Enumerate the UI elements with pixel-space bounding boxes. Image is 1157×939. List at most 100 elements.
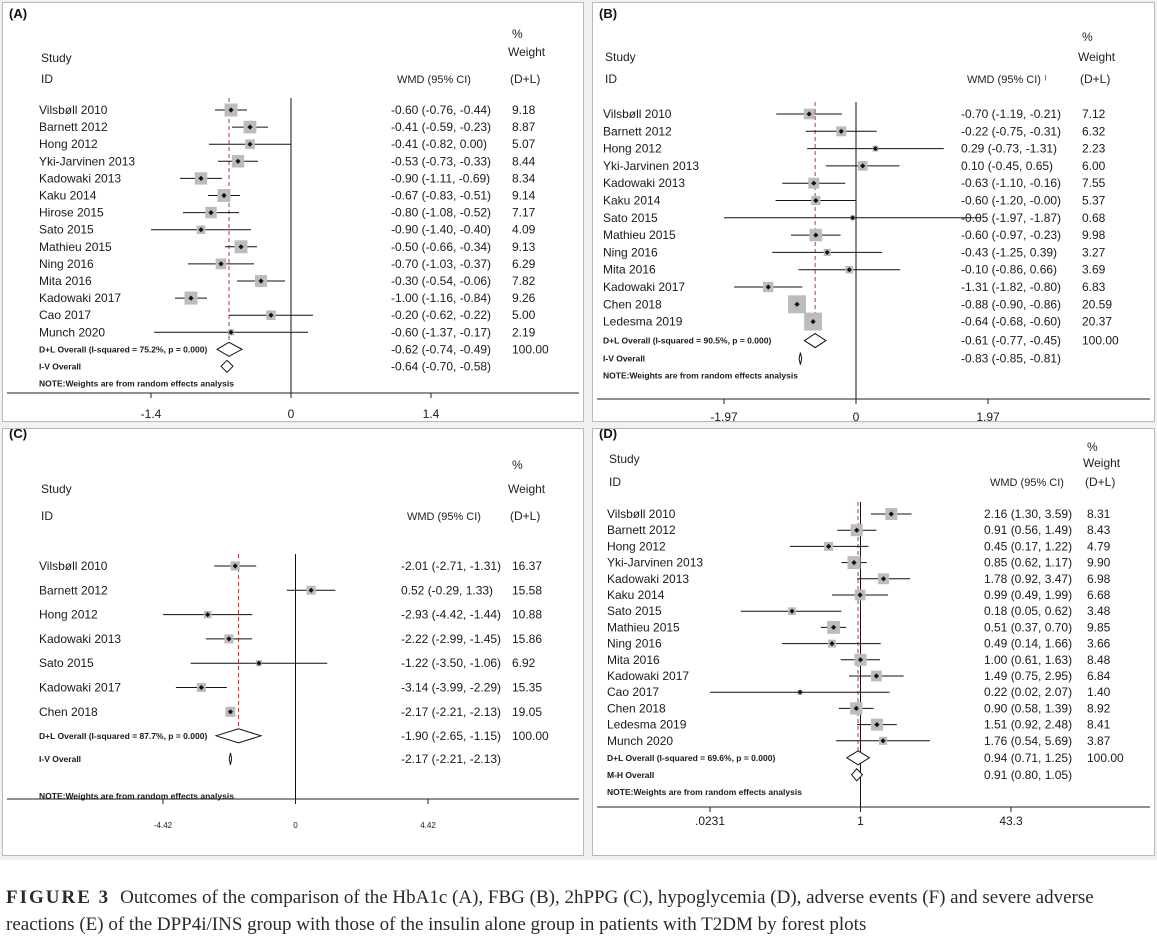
weight-value: 8.31 bbox=[1087, 507, 1111, 521]
point-estimate-marker bbox=[857, 657, 864, 663]
study-name: Kadowaki 2017 bbox=[607, 669, 689, 683]
overall-label: I-V Overall bbox=[603, 354, 645, 364]
study-name: Ning 2016 bbox=[603, 245, 658, 259]
ci-value: -1.31 (-1.82, -0.80) bbox=[961, 280, 1061, 294]
study-name: Barnett 2012 bbox=[39, 120, 108, 134]
ci-value: -0.88 (-0.90, -0.86) bbox=[961, 297, 1061, 311]
weight-value: 3.87 bbox=[1087, 734, 1111, 748]
study-name: Kadowaki 2017 bbox=[39, 681, 121, 695]
weight-value: 8.34 bbox=[512, 171, 536, 185]
point-estimate-marker bbox=[228, 329, 234, 335]
ci-value: 0.18 (0.05, 0.62) bbox=[984, 604, 1072, 618]
point-estimate-marker bbox=[268, 312, 274, 318]
point-estimate-marker bbox=[198, 227, 204, 233]
weight-value: 7.55 bbox=[1082, 176, 1106, 190]
weights-note: NOTE:Weights are from random effects ana… bbox=[39, 378, 234, 388]
ci-value: -0.30 (-0.54, -0.06) bbox=[391, 274, 491, 288]
forest-plot-panel-c: (C)% Weight Study ID WMD (95% CI) (D+L) Vilsbø… bbox=[2, 428, 584, 856]
weight-value: 9.26 bbox=[512, 291, 536, 305]
point-estimate-marker bbox=[794, 301, 800, 307]
weight-value: 2.23 bbox=[1082, 142, 1106, 156]
study-name: Yki-Jarvinen 2013 bbox=[607, 556, 703, 570]
point-estimate-marker bbox=[247, 141, 253, 147]
weight-value: 9.85 bbox=[1087, 620, 1111, 634]
ci-value: -0.60 (-1.37, -0.17) bbox=[391, 325, 491, 339]
wmd-ci-header: WMD (95% CI) bbox=[407, 511, 481, 523]
panel-label: (D) bbox=[599, 429, 617, 441]
overall-ci-value: -0.62 (-0.74, -0.49) bbox=[391, 342, 491, 356]
study-name: Cao 2017 bbox=[39, 308, 91, 322]
point-estimate-marker bbox=[874, 722, 880, 728]
weight-value: 5.37 bbox=[1082, 194, 1106, 208]
overall-diamond bbox=[845, 750, 871, 766]
point-estimate-marker bbox=[235, 158, 241, 164]
weight-value: 7.17 bbox=[512, 206, 536, 220]
weight-value: 4.79 bbox=[1087, 539, 1111, 553]
overall-diamond bbox=[803, 333, 827, 349]
ci-value: -2.01 (-2.71, -1.31) bbox=[401, 559, 501, 573]
weight-header: Weight bbox=[508, 482, 546, 496]
ci-value: -0.70 (-1.03, -0.37) bbox=[391, 257, 491, 271]
study-name: Kadowaki 2013 bbox=[607, 572, 689, 586]
weight-percent-header: % bbox=[512, 27, 523, 41]
weight-value: 6.68 bbox=[1087, 588, 1111, 602]
study-name: Kadowaki 2013 bbox=[39, 632, 121, 646]
weight-value: 9.14 bbox=[512, 189, 536, 203]
study-name: Chen 2018 bbox=[39, 705, 98, 719]
weight-value: 10.88 bbox=[512, 608, 542, 622]
point-estimate-marker bbox=[853, 705, 859, 711]
x-axis-tick-label: -1.97 bbox=[710, 410, 738, 421]
point-estimate-marker bbox=[258, 278, 264, 284]
ci-value: 1.00 (0.61, 1.63) bbox=[984, 653, 1072, 667]
overall-ci-value: -0.64 (-0.70, -0.58) bbox=[391, 359, 491, 373]
study-name: Sato 2015 bbox=[603, 211, 658, 225]
point-estimate-marker bbox=[806, 111, 812, 117]
weight-value: 8.41 bbox=[1087, 718, 1111, 732]
weight-value: 5.07 bbox=[512, 137, 536, 151]
study-name: Mathieu 2015 bbox=[603, 228, 676, 242]
weight-value: 20.59 bbox=[1082, 297, 1112, 311]
ci-value: -3.14 (-3.99, -2.29) bbox=[401, 681, 501, 695]
ci-value: -0.41 (-0.59, -0.23) bbox=[391, 120, 491, 134]
weight-value: 7.82 bbox=[512, 274, 536, 288]
ci-value: -0.60 (-1.20, -0.00) bbox=[961, 194, 1061, 208]
id-header: ID bbox=[605, 72, 617, 86]
x-axis-tick-label: 0 bbox=[853, 410, 860, 421]
overall-ci-value: 0.91 (0.80, 1.05) bbox=[984, 768, 1072, 782]
study-name: Kaku 2014 bbox=[39, 189, 97, 203]
weight-value: 9.13 bbox=[512, 240, 536, 254]
study-name: Munch 2020 bbox=[39, 325, 105, 339]
point-estimate-marker bbox=[824, 249, 830, 255]
dl-header: (D+L) bbox=[1080, 72, 1110, 86]
point-estimate-marker bbox=[198, 175, 204, 181]
ci-value: -0.41 (-0.82, 0.00) bbox=[391, 137, 487, 151]
ci-value: 0.90 (0.58, 1.39) bbox=[984, 701, 1072, 715]
weight-value: 16.37 bbox=[512, 559, 542, 573]
forest-plot-panel-d: (D)% Weight Study ID WMD (95% CI) (D+L) Vilsbø… bbox=[592, 428, 1155, 856]
weights-note: NOTE:Weights are from random effects ana… bbox=[39, 791, 234, 801]
x-axis-tick-label: 4.42 bbox=[420, 821, 436, 830]
id-header: ID bbox=[41, 509, 53, 523]
figure-label: FIGURE 3 bbox=[6, 887, 111, 908]
weight-value: 1.40 bbox=[1087, 685, 1111, 699]
ci-value: -0.10 (-0.86, 0.66) bbox=[961, 263, 1057, 277]
overall-ci-value: -0.61 (-0.77, -0.45) bbox=[961, 334, 1061, 348]
study-name: Kaku 2014 bbox=[607, 588, 665, 602]
weight-value: 20.37 bbox=[1082, 315, 1112, 329]
point-estimate-marker bbox=[857, 592, 863, 598]
weight-percent-header: % bbox=[512, 458, 523, 472]
overall-diamond bbox=[220, 359, 234, 374]
x-axis-tick-label: 1.97 bbox=[976, 410, 1000, 421]
study-name: Chen 2018 bbox=[603, 297, 662, 311]
overall-label: D+L Overall (I-squared = 75.2%, p = 0.00… bbox=[39, 344, 207, 354]
weight-value: 3.66 bbox=[1087, 637, 1111, 651]
weight-value: 6.29 bbox=[512, 257, 536, 271]
study-name: Vilsbøll 2010 bbox=[603, 107, 672, 121]
study-name: Mathieu 2015 bbox=[607, 620, 680, 634]
overall-ci-value: 0.94 (0.71, 1.25) bbox=[984, 751, 1072, 765]
weights-note: NOTE:Weights are from random effects ana… bbox=[607, 787, 802, 797]
panel-label: (A) bbox=[9, 6, 27, 21]
weight-value: 6.92 bbox=[512, 656, 536, 670]
overall-label: M-H Overall bbox=[607, 770, 654, 780]
weights-note: NOTE:Weights are from random effects ana… bbox=[603, 371, 798, 381]
